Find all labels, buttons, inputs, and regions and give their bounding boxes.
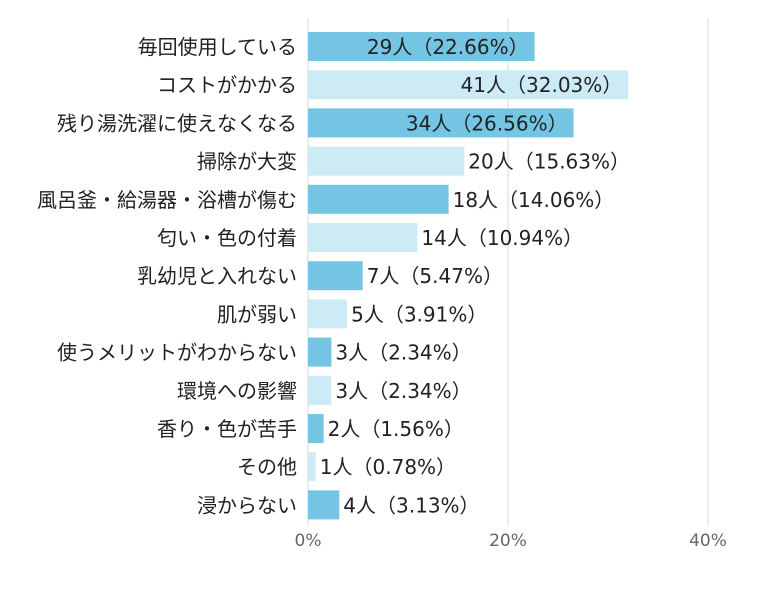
bar-11: [308, 452, 316, 482]
category-label-5: 匂い・色の付着: [157, 226, 297, 250]
data-label-9: 3人（2.34%）: [335, 379, 471, 403]
category-label-11: その他: [237, 455, 297, 479]
category-label-8: 使うメリットがわからない: [57, 341, 297, 365]
bar-6: [308, 261, 363, 291]
bar-4: [308, 184, 449, 214]
x-tick-label-20pct: 20%: [489, 531, 527, 551]
bar-9: [308, 375, 332, 405]
category-label-9: 環境への影響: [177, 379, 297, 403]
category-label-10: 香り・色が苦手: [157, 417, 297, 441]
bar-2: [308, 108, 574, 138]
category-label-2: 残り湯洗濯に使えなくなる: [57, 111, 297, 135]
data-label-7: 5人（3.91%）: [351, 302, 487, 326]
x-axis-ticks: 0% 20% 40%: [295, 531, 727, 551]
data-label-3: 20人（15.63%）: [468, 150, 630, 174]
data-label-6: 7人（5.47%）: [367, 264, 503, 288]
bar-8: [308, 337, 332, 367]
data-label-1: 41人（32.03%）: [461, 73, 623, 97]
bar-layer: [308, 32, 629, 520]
data-label-2: 34人（26.56%）: [406, 111, 568, 135]
bar-3: [308, 146, 465, 176]
bar-7: [308, 299, 348, 329]
category-label-7: 肌が弱い: [217, 302, 297, 326]
data-label-8: 3人（2.34%）: [335, 341, 471, 365]
data-label-11: 1人（0.78%）: [320, 455, 456, 479]
x-tick-label-0pct: 0%: [295, 531, 322, 551]
category-label-6: 乳幼児と入れない: [137, 264, 297, 288]
x-tick-label-40pct: 40%: [689, 531, 727, 551]
data-label-4: 18人（14.06%）: [453, 188, 615, 212]
bar-1: [308, 70, 629, 100]
data-label-5: 14人（10.94%）: [421, 226, 583, 250]
data-label-12: 4人（3.13%）: [343, 493, 479, 517]
data-label-0: 29人（22.66%）: [367, 35, 529, 59]
bar-12: [308, 490, 340, 520]
data-labels: 29人（22.66%） 41人（32.03%） 34人（26.56%） 20人（15.…: [320, 35, 630, 517]
data-label-10: 2人（1.56%）: [328, 417, 464, 441]
category-labels: 毎回使用しているコストがかかる残り湯洗濯に使えなくなる掃除が大変風呂釜・給湯器・…: [37, 35, 297, 517]
category-label-1: コストがかかる: [157, 73, 297, 97]
bar-10: [308, 414, 324, 443]
category-label-4: 風呂釜・給湯器・浴槽が傷む: [37, 188, 297, 212]
category-label-0: 毎回使用している: [138, 35, 297, 59]
category-label-3: 掃除が大変: [197, 150, 297, 174]
category-label-12: 浸からない: [197, 493, 297, 517]
bar-0: [308, 32, 535, 61]
bar-5: [308, 223, 418, 252]
